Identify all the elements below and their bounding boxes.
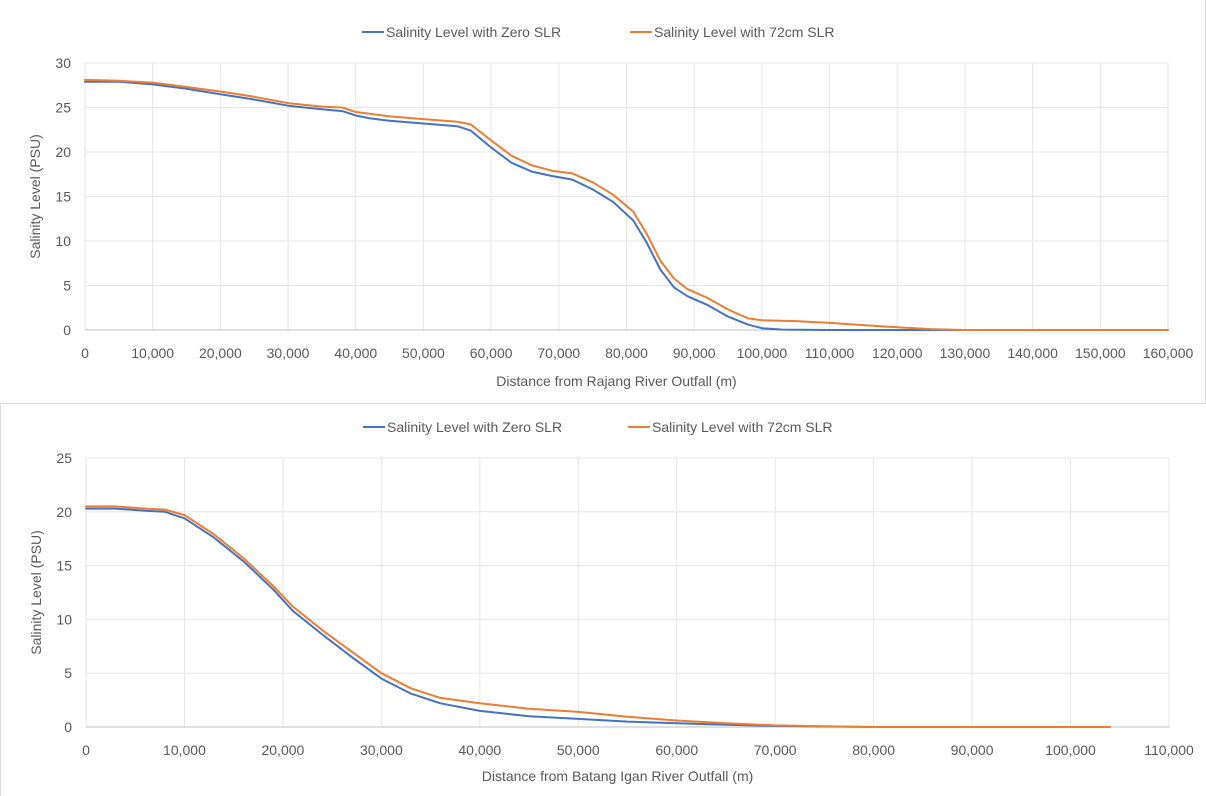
x-tick-label: 80,000 (852, 742, 895, 758)
legend-label: Salinity Level with 72cm SLR (654, 24, 835, 40)
x-tick-label: 120,000 (872, 345, 923, 361)
y-tick-label: 20 (56, 504, 72, 520)
y-tick-label: 25 (56, 450, 72, 466)
x-tick-label: 70,000 (754, 742, 797, 758)
series-line-zero-slr (85, 507, 1111, 728)
x-tick-label: 100,000 (1045, 742, 1096, 758)
x-tick-label: 130,000 (940, 345, 991, 361)
y-axis-title: Salinity Level (PSU) (27, 134, 43, 259)
x-tick-label: 40,000 (458, 742, 501, 758)
y-tick-label: 30 (55, 55, 71, 71)
y-tick-label: 10 (56, 611, 72, 627)
series-line-zero-slr (84, 80, 1169, 331)
x-tick-label: 70,000 (537, 345, 580, 361)
x-tick-label: 30,000 (360, 742, 403, 758)
rajang-salinity-chart: 0 5 10 15 20 25 30 0 10,000 20,000 30,000 40,000 50,… (27, 24, 1194, 389)
y-tick-label: 5 (63, 278, 71, 294)
chart-panel-rajang: 0 5 10 15 20 25 30 0 10,000 20,000 30,000 40,000 50,… (0, 0, 1206, 404)
x-tick-label: 50,000 (402, 345, 445, 361)
x-tick-label: 90,000 (673, 345, 716, 361)
x-tick-label: 160,000 (1143, 345, 1194, 361)
x-tick-label: 50,000 (557, 742, 600, 758)
x-tick-label: 0 (81, 345, 89, 361)
x-tick-label: 40,000 (334, 345, 377, 361)
legend-label: Salinity Level with Zero SLR (387, 419, 562, 435)
batang-igan-salinity-chart: 0 5 10 15 20 25 0 10,000 20,000 30,000 40,000 50,00… (28, 419, 1194, 784)
x-tick-label: 20,000 (199, 345, 242, 361)
x-tick-label: 90,000 (951, 742, 994, 758)
legend-label: Salinity Level with 72cm SLR (652, 419, 833, 435)
y-tick-label: 10 (55, 233, 71, 249)
x-tick-label: 0 (82, 742, 90, 758)
x-tick-label: 20,000 (261, 742, 304, 758)
y-tick-label: 15 (56, 558, 72, 574)
x-tick-label: 110,000 (1144, 742, 1194, 758)
x-tick-label: 150,000 (1075, 345, 1126, 361)
y-tick-label: 5 (64, 665, 72, 681)
y-tick-label: 15 (55, 189, 71, 205)
x-tick-label: 100,000 (737, 345, 788, 361)
chart-panel-batang-igan: 0 5 10 15 20 25 0 10,000 20,000 30,000 40,000 50,00… (0, 405, 1206, 796)
y-axis-title: Salinity Level (PSU) (28, 530, 44, 655)
x-axis-title: Distance from Batang Igan River Outfall … (482, 768, 754, 784)
x-tick-label: 60,000 (655, 742, 698, 758)
series-line-72cm-slr (85, 505, 1111, 728)
y-tick-label: 25 (55, 100, 71, 116)
y-tick-label: 0 (64, 719, 72, 735)
x-tick-label: 140,000 (1007, 345, 1058, 361)
x-tick-label: 80,000 (605, 345, 648, 361)
x-tick-label: 110,000 (805, 345, 855, 361)
legend-label: Salinity Level with Zero SLR (386, 24, 561, 40)
y-tick-label: 0 (63, 322, 71, 338)
x-axis-title: Distance from Rajang River Outfall (m) (496, 373, 736, 389)
x-tick-label: 10,000 (163, 742, 206, 758)
x-tick-label: 30,000 (267, 345, 310, 361)
x-tick-label: 60,000 (470, 345, 513, 361)
y-tick-label: 20 (55, 144, 71, 160)
x-tick-label: 10,000 (131, 345, 174, 361)
series-line-72cm-slr (84, 78, 1169, 331)
